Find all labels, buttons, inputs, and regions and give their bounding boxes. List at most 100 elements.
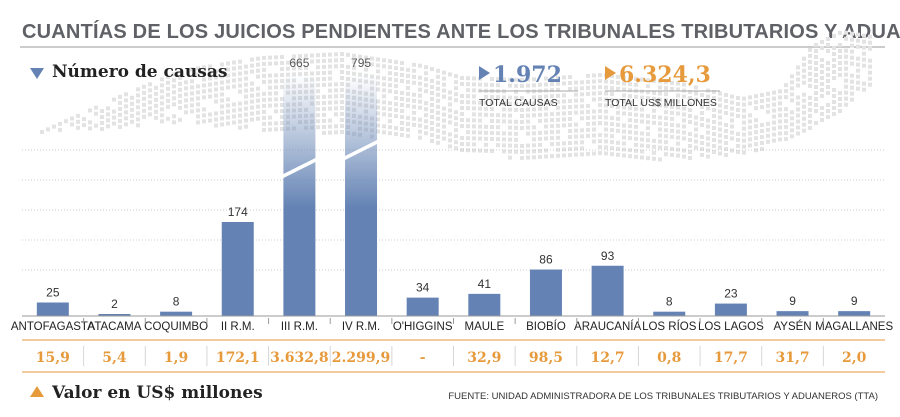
- map-dot: [274, 91, 278, 96]
- map-dot: [526, 113, 530, 118]
- map-dot: [628, 136, 632, 141]
- map-dot: [634, 106, 638, 111]
- map-dot: [820, 46, 824, 50]
- map-dot: [262, 127, 266, 132]
- map-dot: [238, 77, 242, 82]
- map-dot: [574, 134, 578, 139]
- map-dot: [442, 88, 446, 93]
- map-dot: [508, 95, 512, 100]
- map-dot: [658, 79, 662, 84]
- map-dot: [694, 97, 698, 102]
- map-dot: [118, 106, 122, 111]
- map-dot: [562, 153, 566, 158]
- map-dot: [868, 82, 872, 87]
- map-dot: [796, 71, 800, 76]
- map-dot: [166, 104, 170, 109]
- map-dot: [226, 85, 230, 90]
- map-dot: [418, 123, 422, 128]
- map-dot: [532, 113, 536, 118]
- map-dot: [286, 66, 290, 71]
- map-dot: [292, 72, 296, 77]
- map-dot: [622, 153, 626, 158]
- map-dot: [724, 141, 728, 145]
- map-dot: [766, 127, 770, 132]
- map-dot: [304, 53, 308, 58]
- bar: [98, 314, 131, 316]
- map-dot: [322, 106, 326, 111]
- map-dot: [706, 94, 710, 99]
- map-dot: [400, 73, 404, 77]
- map-dot: [208, 76, 212, 81]
- map-dot: [844, 84, 848, 89]
- map-dot: [544, 148, 548, 153]
- map-dot: [574, 122, 578, 127]
- map-dot: [214, 99, 218, 104]
- map-dot: [172, 102, 176, 107]
- map-dot: [214, 87, 218, 92]
- map-dot: [220, 62, 224, 67]
- map-dot: [598, 133, 602, 138]
- map-dot: [838, 49, 842, 53]
- map-dot: [640, 143, 644, 148]
- map-dot: [436, 134, 440, 139]
- map-dot: [460, 118, 464, 122]
- map-dot: [700, 93, 704, 97]
- map-dot: [328, 106, 332, 111]
- map-dot: [424, 119, 428, 124]
- map-dot: [724, 99, 728, 103]
- map-dot: [424, 77, 428, 82]
- map-dot: [154, 85, 158, 90]
- map-dot: [460, 136, 464, 140]
- map-dot: [844, 60, 848, 65]
- map-dot: [490, 95, 494, 99]
- map-dot: [376, 117, 380, 122]
- map-dot: [760, 129, 764, 133]
- map-dot: [190, 97, 194, 102]
- map-dot: [532, 83, 536, 88]
- map-dot: [754, 100, 758, 105]
- map-dot: [502, 149, 506, 154]
- map-dot: [274, 109, 278, 114]
- map-dot: [220, 80, 224, 85]
- map-dot: [592, 139, 596, 144]
- map-dot: [274, 97, 278, 102]
- map-dot: [490, 137, 494, 141]
- map-dot: [844, 54, 848, 59]
- map-dot: [574, 110, 578, 115]
- map-dot: [340, 130, 344, 134]
- map-dot: [676, 99, 680, 104]
- map-dot: [442, 118, 446, 123]
- map-dot: [340, 124, 344, 128]
- map-dot: [688, 150, 692, 154]
- map-dot: [250, 117, 254, 122]
- map-dot: [448, 96, 452, 101]
- map-dot: [502, 113, 506, 118]
- map-dot: [700, 105, 704, 109]
- map-dot: [232, 114, 236, 119]
- map-dot: [496, 137, 500, 142]
- map-dot: [556, 93, 560, 98]
- map-dot: [244, 82, 248, 87]
- map-dot: [790, 74, 794, 79]
- map-dot: [214, 75, 218, 80]
- map-dot: [208, 82, 212, 87]
- map-dot: [676, 153, 680, 158]
- map-dot: [442, 94, 446, 99]
- map-dot: [550, 112, 554, 117]
- map-dot: [568, 75, 572, 79]
- map-dot: [316, 65, 320, 70]
- map-dot: [688, 90, 692, 94]
- map-dot: [244, 70, 248, 75]
- map-dot: [520, 78, 524, 82]
- map-dot: [466, 76, 470, 81]
- map-dot: [466, 88, 470, 93]
- map-dot: [166, 98, 170, 103]
- map-dot: [706, 100, 710, 105]
- money-value: 32,9: [467, 350, 501, 366]
- map-dot: [736, 114, 740, 118]
- map-dot: [712, 90, 716, 94]
- map-dot: [676, 87, 680, 92]
- map-dot: [520, 84, 524, 88]
- map-dot: [646, 78, 650, 83]
